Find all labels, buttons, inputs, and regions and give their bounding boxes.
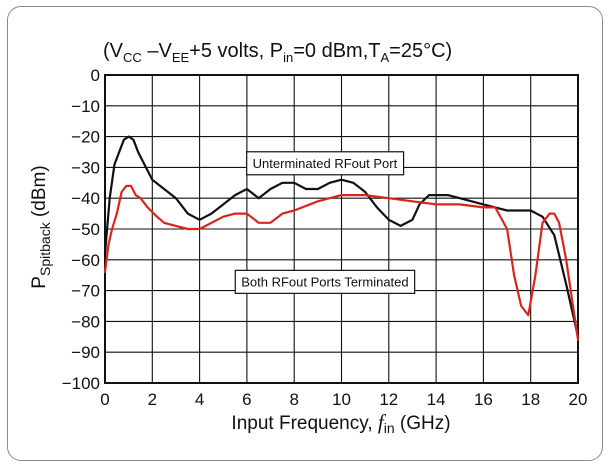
annotations: Unterminated RFout Port Both RFout Ports … (234, 151, 416, 294)
annotation-label: Both RFout Ports Terminated (234, 269, 416, 294)
y-tick-label: −10 (71, 97, 100, 116)
y-tick-label: −100 (62, 374, 100, 393)
series-line-1 (103, 135, 580, 338)
x-tick-label: 12 (379, 390, 398, 409)
data-series (103, 135, 580, 341)
chart-title: (VCC –VEE+5 volts, Pin=0 dBm,TA=25°C) (103, 40, 452, 65)
x-tick-labels: 0 2 4 6 8 10 12 14 16 18 20 (100, 390, 587, 409)
x-tick-label: 0 (100, 390, 109, 409)
y-tick-label: −50 (71, 220, 100, 239)
y-tick-label: −90 (71, 343, 100, 362)
x-tick-label: 20 (569, 390, 588, 409)
annotation-text: Unterminated RFout Port (253, 156, 398, 171)
y-tick-labels: 0 −10 −20 −30 −40 −50 −60 −70 −80 −90 −100 (62, 66, 100, 393)
y-tick-label: −40 (71, 189, 100, 208)
y-tick-label: −20 (71, 128, 100, 147)
x-tick-label: 6 (242, 390, 251, 409)
x-tick-label: 8 (289, 390, 298, 409)
x-tick-label: 4 (195, 390, 204, 409)
annotation-box (234, 269, 416, 294)
series-line-2 (103, 184, 580, 341)
x-tick-label: 2 (148, 390, 157, 409)
x-axis-label: Input Frequency, fin (GHz) (231, 410, 450, 436)
x-tick-label: 10 (332, 390, 351, 409)
x-tick-label: 18 (521, 390, 540, 409)
x-tick-label: 14 (427, 390, 446, 409)
y-tick-label: −30 (71, 158, 100, 177)
annotation-text: Both RFout Ports Terminated (241, 274, 408, 289)
y-axis-label: PSpitback (dBm) (29, 165, 53, 288)
y-tick-label: −60 (71, 251, 100, 270)
y-tick-label: −80 (71, 312, 100, 331)
annotation-label: Unterminated RFout Port (246, 151, 405, 176)
x-tick-label: 16 (474, 390, 493, 409)
y-tick-label: −70 (71, 282, 100, 301)
plot-area (104, 74, 579, 384)
annotation-box (246, 151, 405, 176)
y-tick-label: 0 (91, 66, 100, 85)
